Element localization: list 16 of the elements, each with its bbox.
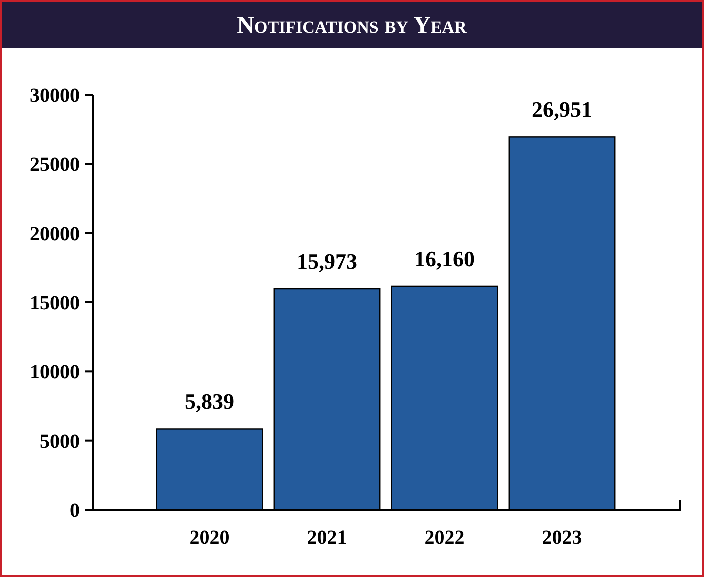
x-tick-label: 2020 [190, 527, 230, 549]
y-tick-label: 10000 [30, 362, 80, 384]
x-tick-label: 2022 [424, 527, 465, 549]
y-tick-label: 20000 [30, 223, 80, 246]
y-tick-label: 0 [70, 500, 80, 522]
y-tick-label: 25000 [30, 154, 80, 176]
chart-title: Notifications by Year [237, 13, 468, 39]
y-tick-label: 15000 [30, 292, 80, 314]
data-label: 15,973 [297, 249, 358, 274]
data-label: 16,160 [414, 246, 475, 272]
x-tick-label: 2021 [307, 527, 348, 549]
y-tick-label: 30000 [30, 85, 80, 107]
data-label: 26,951 [532, 97, 592, 122]
x-tick-label: 2023 [542, 527, 582, 549]
y-tick-label: 5000 [40, 430, 80, 453]
data-label: 5,839 [185, 389, 234, 414]
